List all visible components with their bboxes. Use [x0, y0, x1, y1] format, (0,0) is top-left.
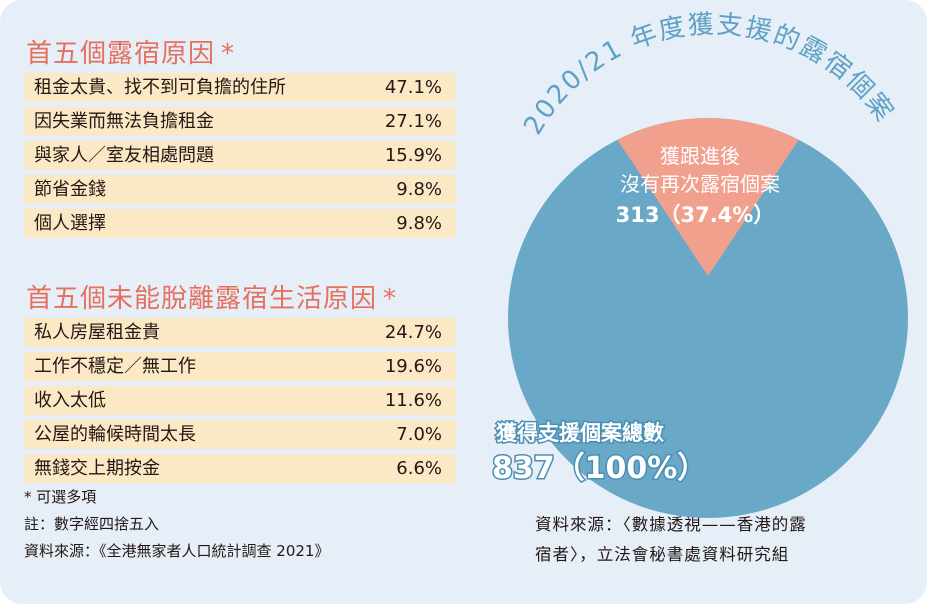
row-value: 15.9% — [384, 145, 442, 166]
row-label: 因失業而無法負擔租金 — [34, 111, 214, 132]
table-row: 租金太貴、找不到可負擔的住所 47.1% — [24, 73, 456, 102]
pie-slice-total — [508, 118, 908, 518]
row-value: 6.6% — [396, 458, 442, 479]
source-line-2: 宿者〉，立法會秘書處資料研究組 — [535, 545, 790, 564]
row-label: 工作不穩定／無工作 — [34, 356, 196, 377]
section1-title-mark: * — [221, 39, 236, 69]
footnote-multi: * 可選多項 — [24, 488, 97, 506]
table-row: 工作不穩定／無工作 19.6% — [24, 352, 456, 381]
table-row: 個人選擇 9.8% — [24, 209, 456, 238]
source-line-1: 資料來源：〈數據透視——香港的露 — [535, 515, 807, 534]
section2-table: 私人房屋租金貴 24.7% 工作不穩定／無工作 19.6% 收入太低 11.6% 公屋… — [24, 318, 456, 488]
section1-title: 首五個露宿原因 * — [26, 33, 235, 70]
section1-title-text: 首五個露宿原因 — [26, 39, 216, 69]
slice-label-line-1: 獲跟進後 — [660, 144, 740, 168]
footnote-rounding: 註：數字經四捨五入 — [24, 515, 160, 533]
row-value: 9.8% — [396, 179, 442, 200]
table-row: 公屋的輪候時間太長 7.0% — [24, 420, 456, 449]
pie-slice-followed-up — [617, 118, 799, 276]
slice-value-label: 313（37.4%） — [616, 203, 775, 227]
footnote-source: 資料來源：《全港無家者人口統計調查 2021》 — [24, 542, 330, 560]
section2-title: 首五個未能脫離露宿生活原因 * — [26, 278, 397, 315]
row-label: 與家人／室友相處問題 — [34, 145, 214, 166]
row-value: 9.8% — [396, 213, 442, 234]
table-row: 收入太低 11.6% — [24, 386, 456, 415]
section2-title-mark: * — [383, 284, 398, 314]
row-label: 無錢交上期按金 — [34, 458, 160, 479]
row-label: 節省金錢 — [34, 179, 106, 200]
row-value: 11.6% — [384, 390, 442, 411]
table-row: 私人房屋租金貴 24.7% — [24, 318, 456, 347]
row-label: 私人房屋租金貴 — [34, 322, 160, 343]
row-label: 收入太低 — [34, 390, 106, 411]
row-label: 個人選擇 — [34, 213, 106, 234]
section1-table: 租金太貴、找不到可負擔的住所 47.1% 因失業而無法負擔租金 27.1% 與家人／… — [24, 73, 456, 243]
row-value: 7.0% — [396, 424, 442, 445]
row-label: 公屋的輪候時間太長 — [34, 424, 196, 445]
row-value: 27.1% — [384, 111, 442, 132]
row-value: 19.6% — [384, 356, 442, 377]
row-label: 租金太貴、找不到可負擔的住所 — [34, 77, 286, 98]
table-row: 因失業而無法負擔租金 27.1% — [24, 107, 456, 136]
total-label: 獲得支援個案總數 — [496, 421, 664, 445]
source-note: 資料來源：〈數據透視——香港的露 宿者〉，立法會秘書處資料研究組 — [535, 510, 895, 570]
row-value: 47.1% — [384, 77, 442, 98]
table-row: 節省金錢 9.8% — [24, 175, 456, 204]
section2-title-text: 首五個未能脫離露宿生活原因 — [26, 284, 378, 314]
slice-label-line-2: 沒有再次露宿個案 — [620, 172, 780, 196]
total-value-label: 837（100%） — [492, 451, 707, 486]
table-row: 與家人／室友相處問題 15.9% — [24, 141, 456, 170]
table-row: 無錢交上期按金 6.6% — [24, 454, 456, 483]
row-value: 24.7% — [384, 322, 442, 343]
